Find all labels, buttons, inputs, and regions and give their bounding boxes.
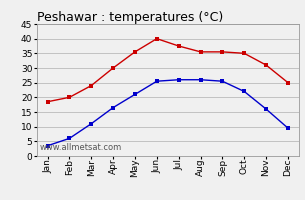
Text: www.allmetsat.com: www.allmetsat.com [39,143,121,152]
Text: Peshawar : temperatures (°C): Peshawar : temperatures (°C) [37,11,223,24]
